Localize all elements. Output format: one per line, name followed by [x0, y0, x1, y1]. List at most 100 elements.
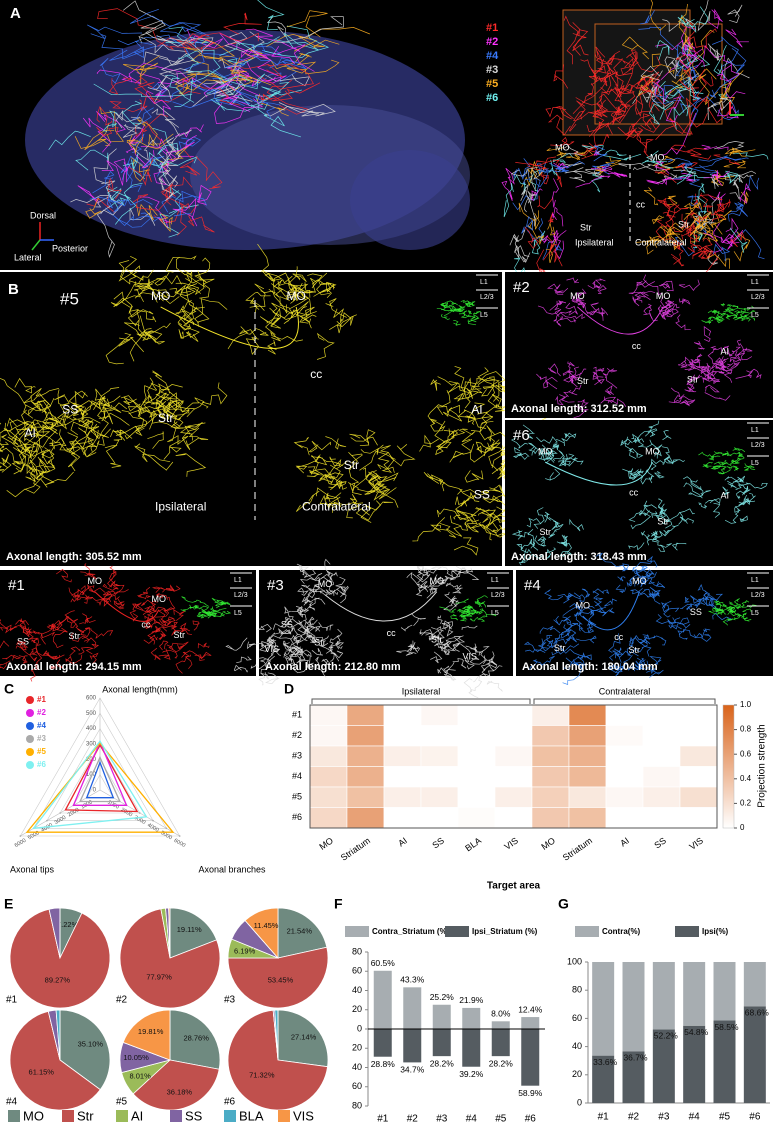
axon-trace [452, 643, 472, 656]
layer-label: L5 [751, 312, 759, 319]
axon-trace [400, 624, 413, 632]
heatmap-cell [420, 745, 459, 767]
axon-trace [635, 239, 662, 248]
axon-trace [325, 298, 347, 318]
axon-trace [659, 197, 671, 209]
axon-trace [649, 586, 661, 605]
region-label: Str [344, 458, 359, 472]
axon-trace [529, 659, 540, 670]
x-tick-label: #5 [495, 1114, 507, 1125]
axon-trace [632, 644, 648, 657]
axon-trace [672, 304, 680, 311]
axon-trace [670, 387, 681, 404]
axon-trace [539, 625, 561, 634]
group-bracket [533, 698, 716, 704]
axon-trace [531, 168, 544, 192]
axon-trace [515, 159, 560, 167]
tick-label: 5000 [27, 830, 41, 841]
axon-trace [248, 48, 303, 70]
radar-series [25, 742, 175, 833]
heatmap-cell [383, 745, 422, 767]
legend-label: #4 [37, 721, 46, 730]
heatmap-cell [642, 725, 681, 747]
axon-trace [552, 631, 577, 645]
bar-label: 39.2% [459, 1069, 484, 1079]
axon-trace [463, 409, 493, 420]
axon-trace [174, 124, 204, 138]
axon-trace [569, 167, 586, 182]
axon-trace [531, 160, 546, 181]
axon-trace [663, 218, 672, 237]
axon-trace [722, 604, 733, 614]
axon-trace [628, 468, 642, 478]
axon-trace [603, 87, 628, 109]
pie-label: #4 [6, 1097, 18, 1108]
heatmap-cell [605, 704, 644, 726]
row-label: #6 [292, 812, 302, 822]
axon-trace [454, 365, 466, 400]
axon-trace [258, 63, 314, 90]
axon-trace [530, 193, 537, 227]
axon-trace [303, 619, 322, 633]
heatmap-cell [309, 807, 348, 829]
bar [432, 1029, 451, 1057]
axon-trace [588, 99, 608, 118]
callosal-axon [577, 306, 664, 335]
axon-trace [640, 565, 651, 577]
axon-trace [146, 610, 156, 629]
slice-label: 71.32% [249, 1071, 275, 1080]
axon-trace [446, 525, 463, 538]
axon-trace [713, 605, 722, 615]
axon-trace [612, 647, 622, 659]
axon-trace [551, 643, 580, 656]
axon-trace [673, 97, 690, 130]
axon-trace [604, 598, 617, 607]
axon-trace [605, 149, 627, 156]
axon-trace [717, 459, 729, 465]
axon-trace [450, 614, 459, 621]
axon-trace [728, 310, 742, 317]
bar-segment [592, 1055, 615, 1103]
axon-trace [538, 448, 554, 456]
axon-trace [159, 618, 167, 626]
axon-trace [526, 517, 542, 528]
axon-trace [640, 10, 655, 25]
axon-trace [687, 490, 711, 498]
axon-trace [585, 169, 604, 178]
heatmap-cell [605, 807, 644, 829]
axon-trace [42, 650, 55, 660]
axon-trace [128, 134, 144, 154]
axon-trace [727, 202, 744, 222]
axon-trace [159, 204, 199, 238]
axon-trace [628, 542, 645, 551]
axon-trace [303, 598, 311, 606]
axon-trace [593, 366, 605, 373]
axon-trace [487, 376, 498, 408]
axon-trace [727, 480, 750, 486]
y-tick-label: 40 [352, 1062, 362, 1072]
axon-trace [230, 57, 272, 86]
axon-trace [189, 604, 198, 610]
axon-trace [481, 404, 505, 425]
legend-label: Contra(%) [602, 927, 641, 936]
axon-trace [185, 283, 210, 327]
axon-trace [288, 275, 306, 302]
heatmap-cell [531, 725, 570, 747]
region-label: SS [17, 636, 29, 646]
bar-segment [713, 1020, 736, 1103]
axon-trace [699, 220, 711, 240]
axon-trace [559, 312, 586, 320]
axon-trace [390, 444, 416, 467]
axon-trace [740, 309, 756, 315]
pie-label: #6 [224, 1097, 236, 1108]
axon-trace [164, 71, 203, 102]
axon-trace [707, 43, 722, 62]
axon-trace [635, 80, 652, 117]
legend-label: #6 [37, 760, 46, 769]
axon-trace [676, 44, 692, 71]
axon-trace [680, 399, 693, 407]
region-label: Contralateral [635, 237, 687, 247]
axon-trace [689, 216, 707, 236]
axon-trace [107, 570, 117, 588]
pie-slice [227, 946, 329, 1009]
